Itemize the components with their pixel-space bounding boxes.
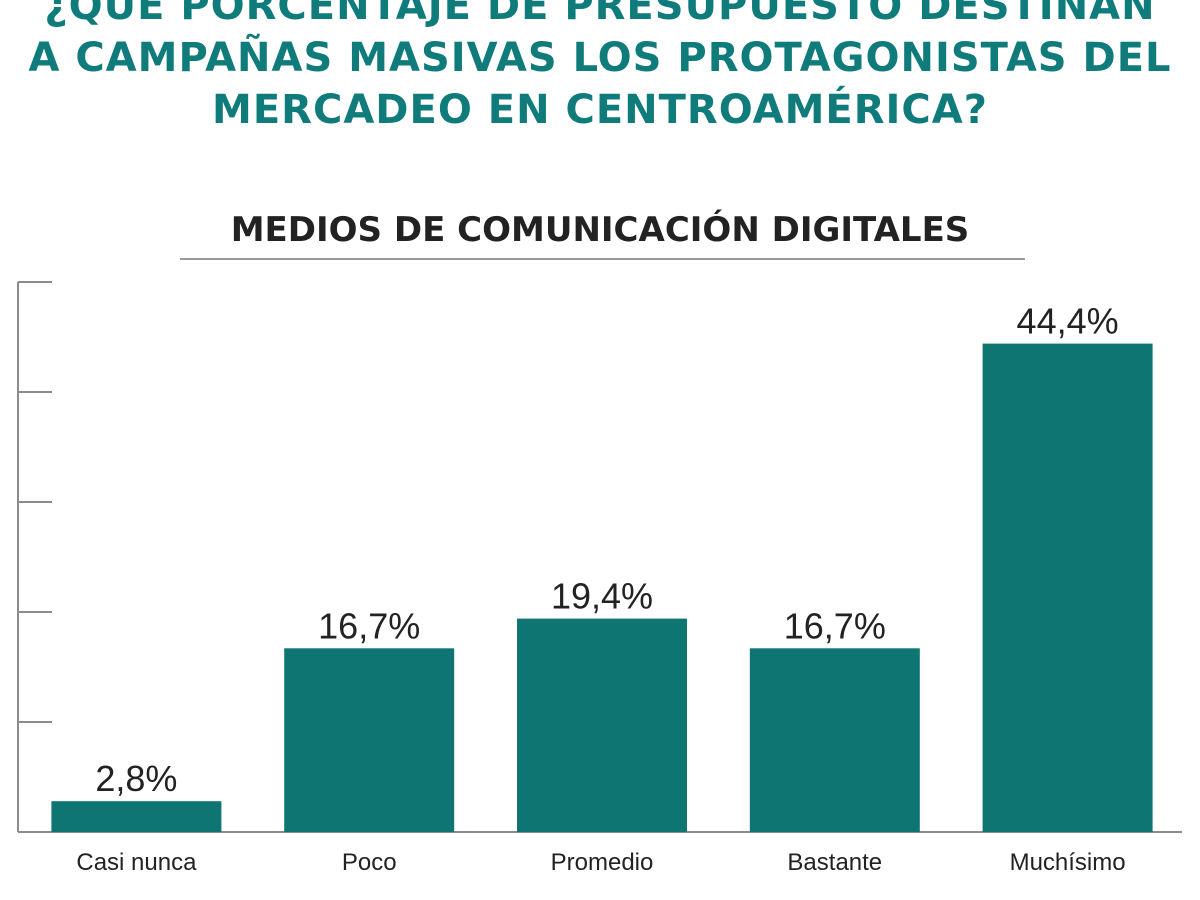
data-label-5: 44,4%: [1017, 301, 1119, 342]
bar-2: [284, 648, 455, 832]
main-title-line-1: ¿QUÉ PORCENTAJE DE PRESUPUESTO DESTINAN: [44, 0, 1156, 29]
category-label-5: Muchísimo: [1010, 849, 1126, 876]
data-label-1: 2,8%: [95, 758, 177, 799]
main-title-line-3: MERCADEO EN CENTROAMÉRICA?: [212, 87, 988, 133]
category-label-4: Bastante: [787, 849, 882, 876]
category-label-1: Casi nunca: [76, 849, 197, 876]
data-label-2: 16,7%: [318, 605, 420, 646]
chart-title: MEDIOS DE COMUNICACIÓN DIGITALES: [230, 210, 970, 250]
bar-4: [749, 648, 920, 832]
chart-title-underline: [180, 258, 1025, 260]
category-label-3: Promedio: [551, 849, 654, 876]
category-label-2: Poco: [342, 849, 397, 876]
data-label-4: 16,7%: [784, 605, 886, 646]
bar-5: [982, 343, 1153, 832]
main-title-line-2: A CAMPAÑAS MASIVAS LOS PROTAGONISTAS DEL: [28, 35, 1172, 81]
bar-1: [51, 801, 222, 832]
bars: 2,8% Casi nunca 16,7% Poco 19,4% Promedio 16,7…: [51, 301, 1153, 876]
bar-3: [517, 618, 687, 832]
data-label-3: 19,4%: [551, 576, 653, 617]
main-title: ¿QUÉ PORCENTAJE DE PRESUPUESTO DESTINAN …: [0, 0, 1200, 136]
